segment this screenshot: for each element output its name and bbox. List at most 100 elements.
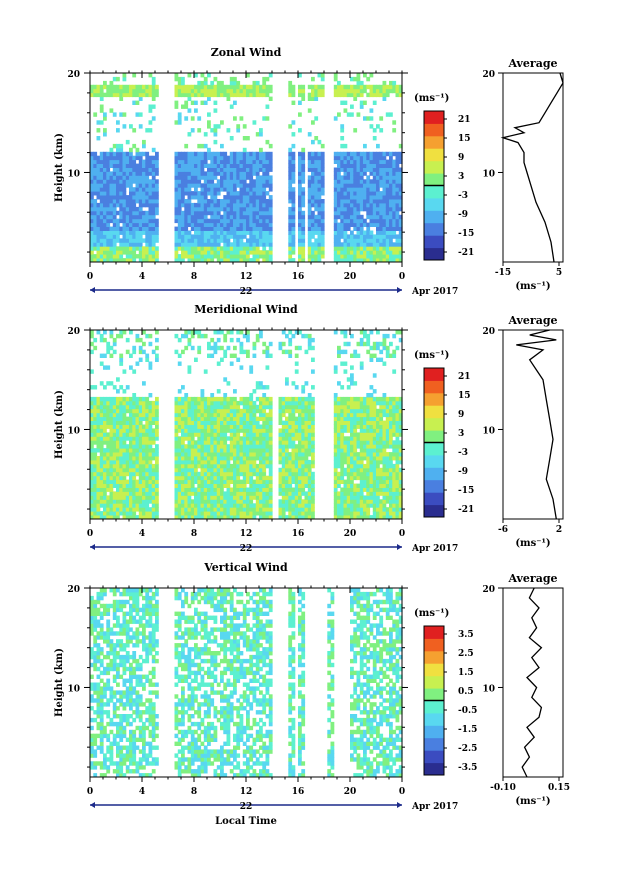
heatmap-cell <box>333 507 338 512</box>
heatmap-cell <box>223 404 228 410</box>
heatmap-cell <box>142 191 146 196</box>
heatmap-cell <box>90 92 94 98</box>
heatmap-cell <box>112 337 117 343</box>
heatmap-cell <box>223 88 228 94</box>
heatmap-cell <box>122 420 127 425</box>
heatmap-cell <box>213 76 218 82</box>
heatmap-cell <box>145 436 150 441</box>
heatmap-cell <box>116 246 120 251</box>
heatmap-cell <box>255 242 260 247</box>
heatmap-cell <box>210 195 215 200</box>
heatmap-cell <box>268 73 273 78</box>
heatmap-cell <box>119 195 124 200</box>
heatmap-cell <box>155 416 159 421</box>
heatmap-cell <box>213 487 218 492</box>
heatmap-cell <box>346 195 351 200</box>
heatmap-cell <box>138 258 143 263</box>
heatmap-cell <box>298 155 302 161</box>
heatmap-cell <box>155 246 159 251</box>
heatmap-cell <box>142 456 146 461</box>
heatmap-cell <box>99 242 104 247</box>
heatmap-cell <box>142 187 146 192</box>
heatmap-cell <box>174 159 179 164</box>
heatmap-cell <box>239 195 244 200</box>
heatmap-cell <box>194 463 198 469</box>
heatmap-cell <box>343 159 348 164</box>
day-axis-arrow-right <box>397 287 402 293</box>
heatmap-cell <box>288 80 293 86</box>
heatmap-cell <box>135 183 140 188</box>
heatmap-cell <box>138 214 143 220</box>
heatmap-cell <box>220 475 224 481</box>
heatmap-cell <box>392 222 397 227</box>
heatmap-cell <box>145 408 150 414</box>
heatmap-cell <box>307 258 312 263</box>
heatmap-cell <box>155 396 159 402</box>
heatmap-cell <box>135 459 140 465</box>
heatmap-cell <box>200 183 205 188</box>
heatmap-cell <box>177 491 182 496</box>
heatmap-cell <box>90 171 94 176</box>
heatmap-cell <box>262 499 267 504</box>
heatmap-cell <box>96 499 101 504</box>
heatmap-cell <box>190 234 195 239</box>
heatmap-cell <box>278 507 283 512</box>
heatmap-cell <box>103 80 107 86</box>
heatmap-cell <box>138 175 143 180</box>
heatmap-cell <box>252 155 257 161</box>
heatmap-cell <box>174 218 179 224</box>
heatmap-cell <box>96 163 101 168</box>
heatmap-cell <box>255 92 260 98</box>
heatmap-cell <box>242 404 247 410</box>
heatmap-cell <box>155 167 159 172</box>
heatmap-cell <box>184 151 189 157</box>
heatmap-cell <box>307 515 312 520</box>
heatmap-cell <box>207 436 211 441</box>
heatmap-cell <box>200 80 205 86</box>
heatmap-cell <box>350 218 354 224</box>
heatmap-cell <box>96 459 101 465</box>
heatmap-cell <box>389 84 393 90</box>
heatmap-cell <box>216 206 221 212</box>
heatmap-cell <box>216 163 221 168</box>
heatmap-cell <box>307 416 312 421</box>
heatmap-cell <box>90 408 94 414</box>
heatmap-cell <box>90 432 94 437</box>
heatmap-cell <box>213 163 218 168</box>
heatmap-cell <box>220 404 224 410</box>
heatmap-cell <box>372 202 377 208</box>
heatmap-cell <box>116 151 120 157</box>
heatmap-cell <box>197 167 202 172</box>
heatmap-cell <box>298 163 302 168</box>
heatmap-cell <box>177 416 182 421</box>
heatmap-cell <box>220 412 224 418</box>
heatmap-cell <box>291 440 296 445</box>
heatmap-cell <box>184 499 189 504</box>
heatmap-cell <box>307 400 312 406</box>
heatmap-cell <box>262 218 267 224</box>
heatmap-cell <box>129 254 133 259</box>
heatmap-cell <box>346 206 351 212</box>
heatmap-cell <box>376 92 380 98</box>
heatmap-cell <box>184 396 189 402</box>
heatmap-cell <box>99 214 104 220</box>
heatmap-cell <box>207 73 211 78</box>
heatmap-cell <box>259 92 263 98</box>
heatmap-cell <box>395 246 400 251</box>
heatmap-cell <box>93 230 98 235</box>
heatmap-cell <box>145 128 150 133</box>
heatmap-cell <box>210 463 215 469</box>
heatmap-cell <box>200 393 205 398</box>
heatmap-cell <box>216 452 221 457</box>
heatmap-cell <box>216 218 221 224</box>
heatmap-cell <box>96 206 101 212</box>
heatmap-cell <box>223 479 228 484</box>
heatmap-cell <box>226 515 231 520</box>
heatmap-cell <box>106 345 111 351</box>
heatmap-cell <box>151 420 156 425</box>
heatmap-cell <box>233 258 237 263</box>
heatmap-cell <box>255 187 260 192</box>
heatmap-cell <box>116 191 120 196</box>
heatmap-cell <box>90 246 94 251</box>
heatmap-cell <box>132 448 137 453</box>
